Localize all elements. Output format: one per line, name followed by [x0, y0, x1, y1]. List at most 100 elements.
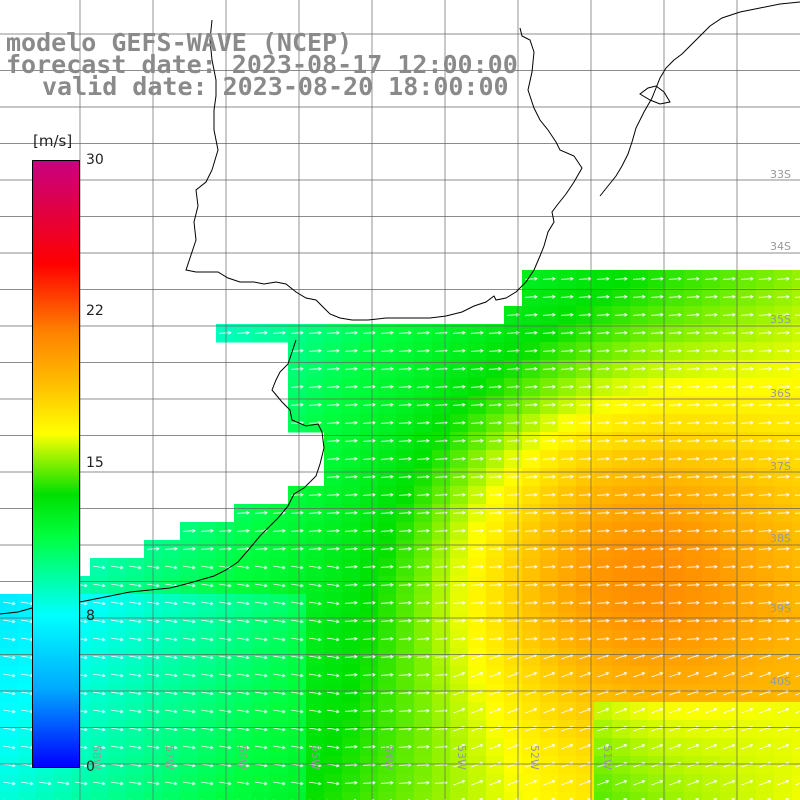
colorbar-tick-0: 0 [86, 759, 95, 775]
wind-arrow [470, 456, 484, 461]
wind-speed-cell [792, 756, 800, 775]
wind-arrow [524, 456, 538, 461]
wind-speed-cell [360, 792, 379, 800]
wind-arrow [416, 384, 430, 389]
wind-arrow [308, 402, 322, 407]
wind-arrow [506, 492, 520, 497]
wind-arrow [668, 276, 682, 281]
wind-arrow [470, 420, 484, 425]
wind-arrow [488, 330, 502, 335]
wind-arrow [758, 492, 772, 497]
wind-arrow [668, 348, 682, 353]
wind-arrow [344, 456, 358, 461]
wind-arrow [722, 456, 736, 461]
wind-arrow [218, 330, 232, 335]
wind-arrow [614, 510, 628, 515]
wind-arrow [362, 492, 376, 497]
wind-arrow [758, 474, 772, 479]
colorbar [32, 160, 80, 768]
wind-arrow [362, 420, 376, 425]
wind-arrow [722, 384, 736, 389]
wind-speed-cell [396, 792, 415, 800]
wind-speed-cell [486, 792, 505, 800]
wind-arrow [362, 330, 376, 335]
wind-arrow [524, 330, 538, 335]
wind-arrow [794, 404, 800, 406]
wind-arrow [686, 456, 700, 461]
wind-arrow [596, 312, 610, 317]
wind-arrow [614, 330, 628, 335]
wind-arrow [650, 510, 664, 515]
wind-arrow [344, 474, 358, 479]
wind-arrow [308, 528, 322, 533]
wind-arrow [704, 330, 718, 335]
wind-arrow [740, 510, 754, 515]
wind-speed-cell [792, 738, 800, 757]
wind-arrow [326, 438, 340, 443]
wind-arrow [776, 384, 790, 389]
wind-arrow [290, 384, 304, 389]
wind-arrow [470, 348, 484, 353]
wind-arrow [632, 456, 646, 461]
lagoa-outline [639, 85, 671, 105]
wind-arrow [416, 420, 430, 425]
wind-arrow [308, 348, 322, 353]
longitude-label: 53W [455, 745, 468, 770]
wind-arrow [614, 456, 628, 461]
wind-speed-field [0, 270, 800, 800]
wind-arrow [470, 384, 484, 389]
wind-speed-cell [0, 792, 19, 800]
wind-arrow [398, 402, 412, 407]
wind-arrow [614, 438, 628, 443]
wind-arrow [380, 510, 394, 515]
wind-arrow [614, 492, 628, 497]
wind-arrow [560, 420, 574, 425]
wind-arrow [632, 294, 646, 299]
wind-arrow [488, 420, 502, 425]
wind-arrow [398, 384, 412, 389]
wind-arrow [614, 276, 628, 281]
wind-arrow [398, 510, 412, 515]
wind-arrow [218, 528, 232, 533]
wind-arrow [722, 510, 736, 515]
wind-arrow [344, 366, 358, 371]
wind-speed-cell [270, 792, 289, 800]
wind-arrow [290, 348, 304, 353]
wind-arrow [560, 330, 574, 335]
wind-arrow [452, 384, 466, 389]
wind-arrow [236, 510, 250, 515]
wind-arrow [686, 510, 700, 515]
wind-speed-cell [54, 792, 73, 800]
wind-speed-cell [378, 792, 397, 800]
wind-speed-cell [324, 792, 343, 800]
wind-arrow [506, 474, 520, 479]
wind-arrow [488, 402, 502, 407]
wind-arrow [686, 294, 700, 299]
wind-arrow [794, 314, 800, 316]
wind-arrow [326, 366, 340, 371]
wind-arrow [560, 348, 574, 353]
wind-arrow [380, 456, 394, 461]
wind-arrow [668, 402, 682, 407]
wind-arrow [632, 438, 646, 443]
wind-speed-cell [792, 702, 800, 721]
wind-arrow [794, 332, 800, 334]
wind-arrow [542, 402, 556, 407]
wind-arrow [722, 294, 736, 299]
wind-arrow [344, 330, 358, 335]
wind-arrow [470, 438, 484, 443]
wind-speed-cell [72, 792, 91, 800]
wind-arrow [722, 366, 736, 371]
wind-arrow [632, 492, 646, 497]
wind-arrow [632, 384, 646, 389]
wind-arrow [758, 384, 772, 389]
wind-arrow [542, 366, 556, 371]
wind-arrow [560, 366, 574, 371]
wind-arrow [650, 420, 664, 425]
wind-arrow [524, 492, 538, 497]
wind-arrow [614, 420, 628, 425]
wind-arrow [686, 420, 700, 425]
wind-speed-cell [90, 792, 109, 800]
wind-arrow [452, 456, 466, 461]
latitude-label: 33S [770, 168, 791, 181]
